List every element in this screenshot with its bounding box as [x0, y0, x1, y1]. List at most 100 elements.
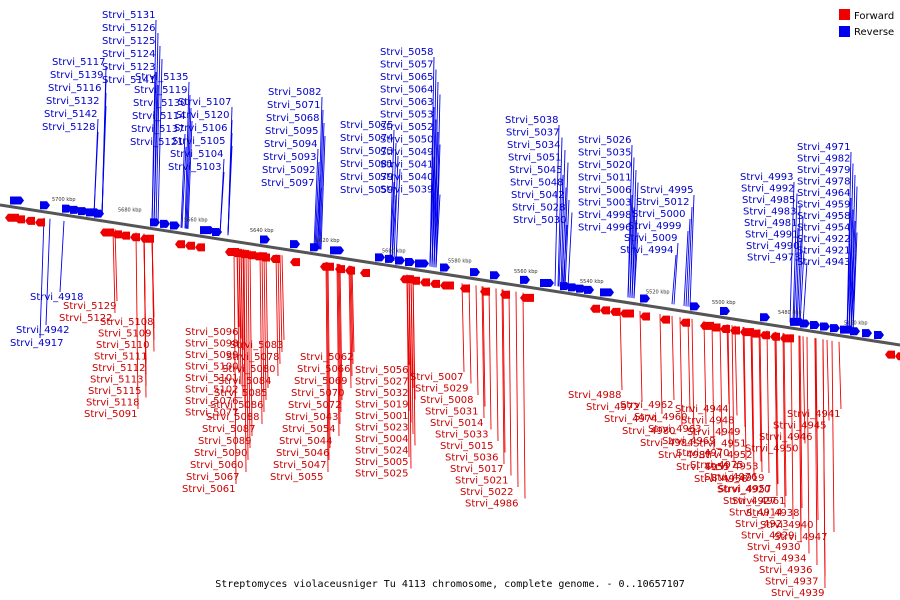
leader-line	[151, 234, 155, 352]
forward-gene-label: Strvi_4974	[604, 414, 658, 425]
forward-gene-label: Strvi_4946	[759, 432, 813, 443]
forward-gene-feature	[660, 315, 670, 324]
leader-line	[315, 174, 321, 249]
forward-gene-label: Strvi_4923	[735, 519, 789, 530]
reverse-gene-label: Strvi_4959	[797, 200, 851, 211]
leader-line	[245, 249, 249, 461]
leader-line	[391, 194, 397, 261]
forward-gene-label: Strvi_5084	[218, 376, 272, 387]
reverse-gene-feature	[290, 240, 300, 249]
reverse-gene-label: Strvi_5050	[380, 135, 434, 146]
reverse-gene-label: Strvi_5049	[380, 147, 434, 158]
leader-line	[275, 254, 279, 377]
reverse-gene-feature	[10, 196, 24, 205]
forward-gene-feature	[730, 326, 740, 335]
reverse-gene-feature	[600, 288, 614, 297]
forward-gene-feature	[140, 234, 154, 243]
reverse-gene-label: Strvi_5037	[506, 128, 560, 139]
forward-gene-feature	[590, 304, 600, 313]
forward-gene-label: Strvi_4955	[676, 462, 730, 473]
reverse-gene-label: Strvi_5124	[102, 49, 156, 60]
reverse-gene-label: Strvi_4993	[740, 172, 794, 183]
forward-gene-label: Strvi_4919	[711, 473, 765, 484]
reverse-gene-label: Strvi_5116	[48, 83, 102, 94]
forward-gene-feature	[460, 284, 470, 293]
forward-gene-feature	[112, 230, 122, 239]
forward-gene-label: Strvi_4930	[747, 542, 801, 553]
leader-line	[435, 144, 441, 268]
scale-label: 5540 kbp	[580, 279, 604, 285]
forward-gene-label: Strvi_5024	[355, 446, 409, 457]
leader-line	[639, 310, 643, 403]
reverse-gene-label: Strvi_5142	[44, 109, 98, 120]
forward-gene-label: Strvi_4961	[732, 496, 786, 507]
forward-gene-feature	[270, 255, 280, 263]
leader-line	[348, 265, 352, 389]
leader-line	[799, 250, 805, 325]
forward-gene-label: Strvi_5008	[420, 395, 474, 406]
reverse-gene-label: Strvi_5063	[380, 97, 434, 108]
forward-gene-label: Strvi_5043	[285, 412, 339, 423]
forward-gene-label: Strvi_4987	[658, 450, 712, 461]
leader-lines	[39, 19, 858, 589]
leader-line	[431, 169, 437, 267]
reverse-gene-label: Strvi_5059	[340, 185, 394, 196]
forward-gene-label: Strvi_5102	[185, 385, 239, 396]
leader-line	[501, 289, 505, 465]
leader-line	[848, 255, 854, 332]
forward-gene-label: Strvi_4953	[705, 462, 759, 473]
forward-gene-label: Strvi_4936	[759, 565, 813, 576]
leader-line	[277, 254, 281, 365]
forward-gene-feature	[640, 312, 650, 321]
reverse-gene-label: Strvi_4964	[797, 188, 851, 199]
forward-gene-feature	[710, 323, 720, 332]
reverse-gene-label: Strvi_4973	[747, 253, 801, 264]
forward-gene-label: Strvi_5122	[59, 313, 113, 324]
leader-line	[351, 266, 355, 353]
reverse-gene-label: Strvi_5132	[46, 96, 100, 107]
leader-line	[157, 58, 163, 225]
leader-line	[435, 194, 441, 268]
reverse-gene-label: Strvi_5126	[102, 23, 156, 34]
leader-line	[233, 247, 237, 485]
leader-line	[412, 275, 416, 446]
reverse-gene-feature	[375, 253, 385, 262]
reverse-gene-label: Strvi_4991	[745, 230, 799, 241]
leader-line	[461, 283, 465, 373]
forward-gene-label: Strvi_5072	[288, 400, 342, 411]
reverse-gene-feature	[160, 219, 170, 228]
leader-line	[838, 341, 842, 410]
leader-line	[731, 325, 735, 463]
reverse-gene-feature	[690, 302, 700, 311]
scale-label: 5460 kbp	[844, 320, 868, 326]
reverse-gene-label: Strvi_5042	[511, 190, 565, 201]
reverse-gene-label: Strvi_5071	[267, 100, 321, 111]
leader-line	[350, 265, 354, 365]
leader-line	[814, 338, 818, 433]
leader-line	[742, 326, 746, 428]
leader-line	[45, 218, 51, 326]
reverse-gene-label: Strvi_5107	[178, 97, 232, 108]
reverse-gene-label: Strvi_4998	[578, 210, 632, 221]
forward-gene-feature	[195, 243, 205, 252]
forward-gene-label: Strvi_5061	[182, 484, 236, 495]
reverse-gene-feature	[40, 201, 50, 210]
reverse-gene-label: Strvi_4942	[16, 325, 70, 336]
scale-label: 5640 kbp	[250, 228, 274, 234]
reverse-gene-label: Strvi_5045	[509, 165, 563, 176]
forward-gene-label: Strvi_4934	[753, 554, 807, 565]
leader-line	[259, 251, 263, 425]
reverse-gene-label: Strvi_5094	[264, 139, 318, 150]
forward-gene-feature	[430, 279, 440, 288]
leader-line	[826, 339, 830, 421]
leader-line	[243, 249, 247, 473]
forward-gene-label: Strvi_5044	[279, 436, 333, 447]
forward-gene-label: Strvi_5089	[198, 436, 252, 447]
forward-gene-label: Strvi_5066	[297, 364, 351, 375]
forward-gene-label: Strvi_4939	[771, 588, 825, 599]
reverse-gene-feature	[874, 330, 884, 339]
legend-reverse-swatch	[839, 26, 850, 37]
forward-gene-label: Strvi_4937	[765, 577, 819, 588]
leader-line	[846, 243, 852, 332]
reverse-gene-label: Strvi_4995	[640, 185, 694, 196]
